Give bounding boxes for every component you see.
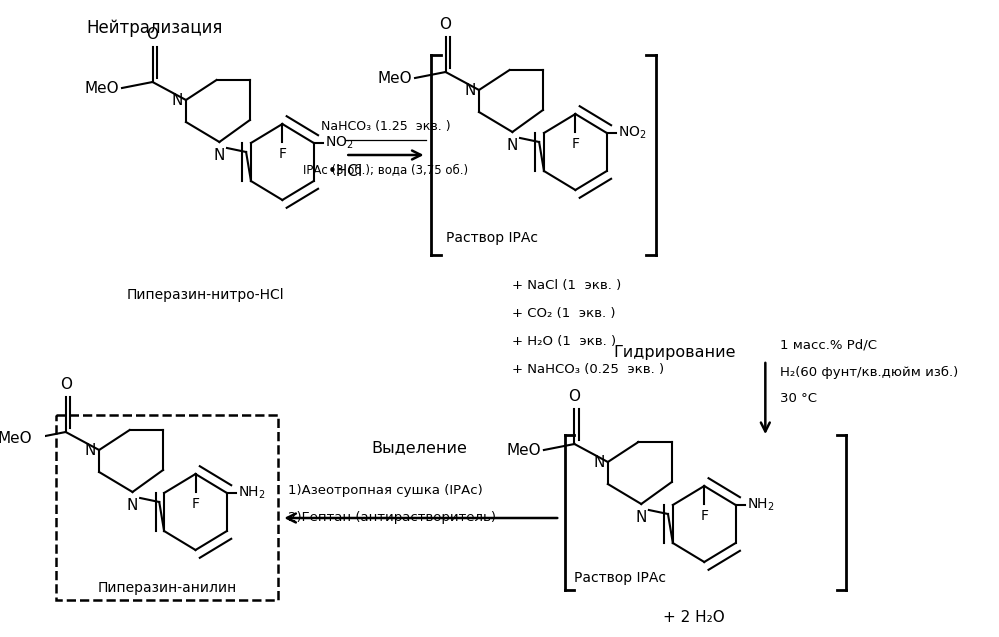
Text: NaHCO₃ (1.25  экв. ): NaHCO₃ (1.25 экв. ) [321, 120, 451, 133]
Text: Раствор IPАс: Раствор IPАс [574, 571, 666, 585]
Text: Пиперазин-анилин: Пиперазин-анилин [97, 581, 237, 595]
Text: NO$_2$: NO$_2$ [618, 125, 647, 141]
Text: F: F [192, 497, 200, 511]
Text: N: N [506, 138, 518, 153]
Text: 2)Гептан (антирастворитель): 2)Гептан (антирастворитель) [288, 512, 497, 524]
Text: Выделение: Выделение [372, 441, 468, 455]
Text: O: O [147, 27, 159, 42]
Text: O: O [440, 17, 452, 32]
Text: N: N [85, 443, 96, 457]
Text: 1 масс.% Pd/C: 1 масс.% Pd/C [779, 338, 877, 352]
Text: N: N [465, 83, 477, 97]
Text: MeO: MeO [378, 71, 413, 85]
Text: O: O [60, 377, 72, 392]
Text: Пиперазин-нитро-HCl: Пиперазин-нитро-HCl [126, 288, 284, 302]
Text: H₂(60 фунт/кв.дюйм изб.): H₂(60 фунт/кв.дюйм изб.) [779, 366, 958, 378]
Text: IPАс (3 об.); вода (3,75 об.): IPАс (3 об.); вода (3,75 об.) [303, 163, 468, 176]
Text: F: F [571, 137, 579, 151]
Text: MeO: MeO [506, 443, 541, 457]
Text: N: N [593, 455, 605, 469]
Text: NH$_2$: NH$_2$ [239, 485, 266, 501]
Text: Раствор IPАс: Раствор IPАс [446, 231, 537, 245]
Text: MeO: MeO [0, 431, 32, 445]
Text: NO$_2$: NO$_2$ [326, 135, 354, 151]
Text: N: N [127, 498, 138, 513]
Text: + NaCl (1  экв. ): + NaCl (1 экв. ) [512, 278, 621, 292]
Text: N: N [214, 148, 225, 163]
Text: N: N [635, 510, 647, 525]
Text: F: F [279, 147, 287, 161]
Text: Нейтрализация: Нейтрализация [86, 19, 223, 37]
Text: 30 °C: 30 °C [779, 392, 816, 404]
Text: MeO: MeO [85, 80, 119, 96]
Text: + H₂O (1  экв. ): + H₂O (1 экв. ) [512, 334, 616, 348]
Text: 1)Азеотропная сушка (IPАс): 1)Азеотропная сушка (IPАс) [288, 483, 483, 496]
Text: + NaHCO₃ (0.25  экв. ): + NaHCO₃ (0.25 экв. ) [512, 362, 664, 375]
Text: •HCl: •HCl [328, 164, 364, 178]
Text: N: N [172, 92, 183, 108]
Text: + 2 H₂O: + 2 H₂O [663, 610, 724, 624]
Text: O: O [568, 389, 580, 404]
Text: Гидрирование: Гидрирование [613, 345, 736, 359]
Text: NH$_2$: NH$_2$ [747, 497, 775, 513]
Text: + CO₂ (1  экв. ): + CO₂ (1 экв. ) [512, 306, 616, 320]
Text: F: F [700, 509, 708, 523]
